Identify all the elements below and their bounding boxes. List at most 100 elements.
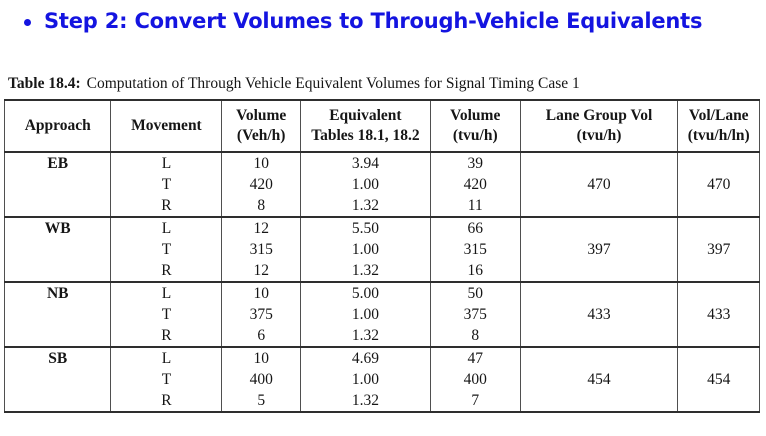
- approach-cell: NB: [3, 281, 112, 347]
- column-header-line1: Volume: [450, 107, 501, 125]
- table-row: NB L 10 5.00 50 433 433: [3, 281, 760, 347]
- page-title: Step 2: Convert Volumes to Through-Vehic…: [44, 9, 703, 33]
- equivalent-cell: 1.32: [299, 195, 431, 217]
- table-row: T 375 1.00 375: [5, 304, 760, 325]
- bullet-icon: [24, 18, 31, 26]
- lane-group-vol-cell: 397: [519, 216, 679, 282]
- vol-per-lane-cell: 433: [677, 281, 760, 347]
- volume-veh-cell: 315: [221, 239, 301, 260]
- movement-cell: T: [110, 239, 223, 260]
- volume-tvu-cell: 66: [429, 216, 521, 239]
- movement-cell: R: [110, 195, 223, 217]
- equivalent-cell: 1.32: [299, 325, 431, 347]
- approach-cell: EB: [3, 151, 112, 217]
- column-header-line1: Approach: [24, 117, 91, 135]
- column-header: Equivalent Tables 18.1, 18.2: [299, 100, 431, 153]
- table-row: R 8 1.32 11: [5, 195, 760, 217]
- movement-cell: L: [110, 151, 223, 174]
- volume-veh-cell: 5: [221, 390, 301, 412]
- volume-tvu-cell: 400: [429, 369, 521, 390]
- lane-group-vol-cell: 433: [519, 281, 679, 347]
- equivalent-cell: 1.32: [299, 260, 431, 282]
- volume-veh-cell: 420: [221, 174, 301, 195]
- volume-tvu-cell: 420: [429, 174, 521, 195]
- equivalent-cell: 5.50: [299, 216, 431, 239]
- volume-tvu-cell: 11: [429, 195, 521, 217]
- table-row: T 420 1.00 420: [5, 174, 760, 195]
- column-header-line2: (tvu/h): [576, 127, 622, 144]
- column-header: Volume (tvu/h): [429, 100, 521, 153]
- volume-tvu-cell: 16: [429, 260, 521, 282]
- table-row: WB L 12 5.50 66 397 397: [3, 216, 760, 282]
- equivalent-cell: 1.00: [299, 369, 431, 390]
- lane-group-vol-cell: 454: [519, 346, 679, 412]
- column-header-line2: (tvu/h/ln): [687, 127, 750, 144]
- column-header-line2: Tables 18.1, 18.2: [311, 127, 420, 144]
- column-header-line1: Lane Group Vol: [545, 107, 653, 125]
- equivalent-cell: 3.94: [299, 151, 431, 174]
- movement-cell: T: [110, 174, 223, 195]
- volume-tvu-cell: 315: [429, 239, 521, 260]
- column-header-line1: Movement: [131, 117, 202, 135]
- volume-veh-cell: 10: [221, 151, 301, 174]
- volume-veh-cell: 8: [221, 195, 301, 217]
- through-vehicle-equivalent-table: Approach Movement Volume (Veh/h) Equivalent T…: [3, 99, 760, 413]
- equivalent-cell: 1.00: [299, 174, 431, 195]
- column-header: Lane Group Vol (tvu/h): [519, 100, 679, 153]
- column-header: Movement: [110, 100, 223, 153]
- movement-cell: R: [110, 325, 223, 347]
- table-row: EB L 10 3.94 39 470 470: [3, 151, 760, 217]
- table-row: T 400 1.00 400: [5, 369, 760, 390]
- volume-tvu-cell: 375: [429, 304, 521, 325]
- movement-cell: T: [110, 369, 223, 390]
- movement-cell: L: [110, 281, 223, 304]
- table-header: Approach Movement Volume (Veh/h) Equivalent T…: [3, 100, 760, 153]
- table-row: SB L 10 4.69 47 454 454: [3, 346, 760, 412]
- volume-tvu-cell: 8: [429, 325, 521, 347]
- slide-title-row: Step 2: Convert Volumes to Through-Vehic…: [24, 9, 702, 33]
- movement-cell: L: [110, 346, 223, 369]
- volume-tvu-cell: 39: [429, 151, 521, 174]
- approach-cell: WB: [3, 216, 112, 282]
- lane-group-vol-cell: 470: [519, 151, 679, 217]
- volume-veh-cell: 12: [221, 216, 301, 239]
- volume-veh-cell: 400: [221, 369, 301, 390]
- volume-tvu-cell: 50: [429, 281, 521, 304]
- equivalent-cell: 1.00: [299, 239, 431, 260]
- equivalent-cell: 4.69: [299, 346, 431, 369]
- vol-per-lane-cell: 470: [677, 151, 760, 217]
- volume-veh-cell: 6: [221, 325, 301, 347]
- table-row: R 12 1.32 16: [5, 260, 760, 282]
- movement-cell: R: [110, 260, 223, 282]
- volume-veh-cell: 12: [221, 260, 301, 282]
- column-header-line2: (Veh/h): [236, 127, 286, 144]
- volume-tvu-cell: 7: [429, 390, 521, 412]
- equivalent-cell: 1.00: [299, 304, 431, 325]
- vol-per-lane-cell: 397: [677, 216, 760, 282]
- column-header: Vol/Lane (tvu/h/ln): [677, 100, 760, 153]
- movement-cell: T: [110, 304, 223, 325]
- column-header: Volume (Veh/h): [221, 100, 301, 153]
- volume-veh-cell: 10: [221, 281, 301, 304]
- column-header: Approach: [3, 100, 112, 153]
- movement-cell: L: [110, 216, 223, 239]
- table-caption-text: Computation of Through Vehicle Equivalen…: [86, 75, 580, 92]
- volume-tvu-cell: 47: [429, 346, 521, 369]
- volume-veh-cell: 375: [221, 304, 301, 325]
- column-header-line2: (tvu/h): [452, 127, 498, 144]
- column-header-line1: Equivalent: [329, 107, 402, 125]
- table-caption: Table 18.4: Computation of Through Vehicl…: [8, 75, 580, 93]
- approach-cell: SB: [3, 346, 112, 412]
- table-row: T 315 1.00 315: [5, 239, 760, 260]
- table-caption-label: Table 18.4:: [8, 75, 81, 92]
- table-row: R 5 1.32 7: [5, 390, 760, 412]
- volume-veh-cell: 10: [221, 346, 301, 369]
- equivalent-cell: 1.32: [299, 390, 431, 412]
- column-header-line1: Vol/Lane: [688, 107, 749, 125]
- vol-per-lane-cell: 454: [677, 346, 760, 412]
- movement-cell: R: [110, 390, 223, 412]
- column-header-line1: Volume: [236, 107, 287, 125]
- table-row: R 6 1.32 8: [5, 325, 760, 347]
- equivalent-cell: 5.00: [299, 281, 431, 304]
